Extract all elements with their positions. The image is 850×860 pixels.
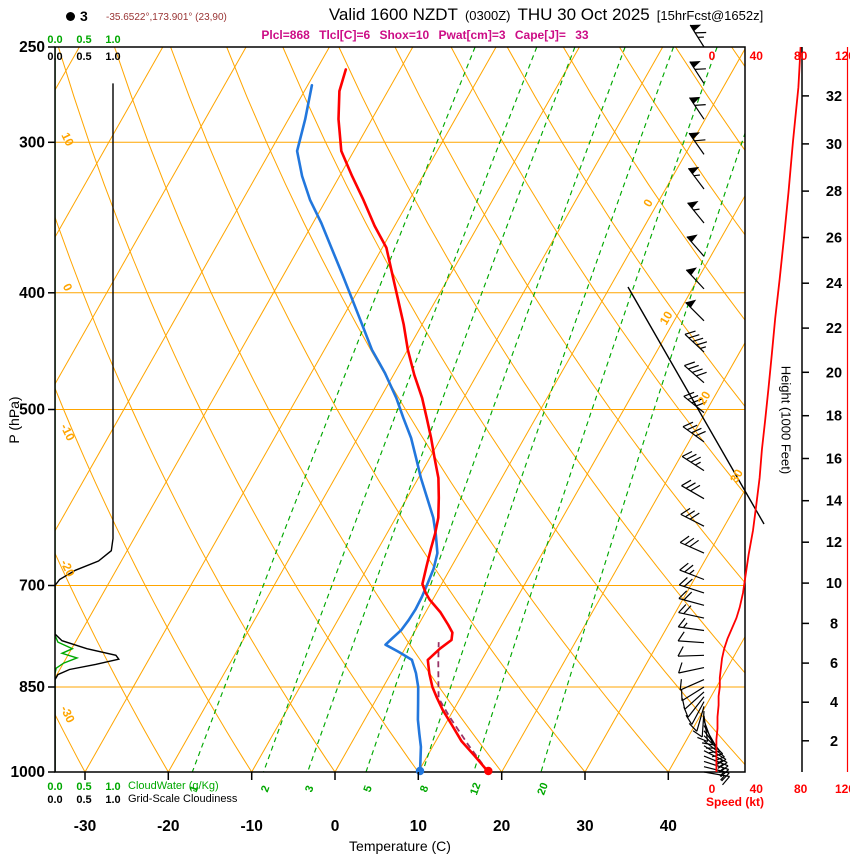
svg-text:4: 4 bbox=[830, 695, 838, 711]
axis-title-cloudwater: CloudWater (g/Kg) bbox=[128, 780, 219, 792]
svg-text:-20: -20 bbox=[58, 557, 78, 579]
svg-text:1000: 1000 bbox=[11, 764, 45, 781]
svg-text:1: 1 bbox=[188, 784, 201, 794]
svg-text:700: 700 bbox=[19, 577, 45, 594]
svg-text:-30: -30 bbox=[58, 703, 78, 725]
svg-text:80: 80 bbox=[794, 782, 808, 796]
svg-text:10: 10 bbox=[826, 576, 842, 592]
svg-text:2: 2 bbox=[259, 784, 272, 794]
svg-text:20: 20 bbox=[826, 365, 842, 381]
svg-text:30: 30 bbox=[826, 137, 842, 153]
svg-text:3: 3 bbox=[303, 784, 316, 794]
station-id: 3 bbox=[80, 8, 88, 24]
svg-text:0.0: 0.0 bbox=[47, 34, 62, 46]
valid-main: Valid 1600 NZDT bbox=[328, 5, 458, 24]
svg-text:30: 30 bbox=[727, 466, 746, 485]
svg-text:0: 0 bbox=[640, 196, 656, 209]
svg-text:0.5: 0.5 bbox=[76, 794, 91, 806]
axis-title-cloudiness: Grid-Scale Cloudiness bbox=[128, 793, 238, 805]
svg-text:8: 8 bbox=[418, 784, 431, 794]
svg-text:120: 120 bbox=[835, 49, 850, 63]
svg-text:0: 0 bbox=[331, 818, 340, 835]
svg-text:300: 300 bbox=[19, 134, 45, 151]
svg-text:0.0: 0.0 bbox=[47, 794, 62, 806]
svg-text:28: 28 bbox=[826, 184, 842, 200]
svg-text:12: 12 bbox=[826, 535, 842, 551]
svg-text:1.0: 1.0 bbox=[105, 781, 120, 793]
svg-text:5: 5 bbox=[362, 784, 375, 794]
svg-text:-10: -10 bbox=[240, 818, 262, 835]
station-marker: 3 bbox=[66, 8, 88, 24]
svg-text:20: 20 bbox=[493, 818, 510, 835]
svg-text:0: 0 bbox=[709, 49, 716, 63]
svg-text:18: 18 bbox=[826, 409, 842, 425]
svg-text:14: 14 bbox=[826, 494, 842, 510]
svg-text:20: 20 bbox=[535, 781, 550, 797]
svg-text:-20: -20 bbox=[157, 818, 179, 835]
svg-text:6: 6 bbox=[830, 656, 838, 672]
svg-text:10: 10 bbox=[410, 818, 427, 835]
svg-text:0.5: 0.5 bbox=[76, 781, 91, 793]
svg-text:250: 250 bbox=[19, 39, 45, 56]
svg-text:1.0: 1.0 bbox=[105, 34, 120, 46]
valid-time-title: Valid 1600 NZDT (0300Z) THU 30 Oct 2025 … bbox=[250, 5, 842, 25]
axis-title-speed: Speed (kt) bbox=[706, 795, 765, 809]
station-coords: -35.6522°,173.901° (23,90) bbox=[106, 12, 227, 23]
forecast-ref: [15hrFcst@1652z] bbox=[656, 8, 764, 23]
svg-text:0.5: 0.5 bbox=[76, 51, 91, 63]
svg-text:40: 40 bbox=[660, 818, 677, 835]
axis-title-pressure: P (hPa) bbox=[6, 396, 22, 444]
svg-text:850: 850 bbox=[19, 679, 45, 696]
svg-text:2: 2 bbox=[830, 734, 838, 750]
axis-title-height: Height (1000 Feet) bbox=[778, 365, 794, 475]
svg-text:26: 26 bbox=[826, 231, 842, 247]
svg-text:10: 10 bbox=[657, 308, 676, 327]
svg-text:-30: -30 bbox=[74, 818, 96, 835]
svg-text:0: 0 bbox=[709, 782, 716, 796]
svg-text:30: 30 bbox=[576, 818, 593, 835]
valid-zulu: (0300Z) bbox=[464, 8, 511, 23]
svg-text:0: 0 bbox=[60, 281, 76, 293]
svg-text:32: 32 bbox=[826, 89, 842, 105]
svg-text:0.0: 0.0 bbox=[47, 781, 62, 793]
svg-text:40: 40 bbox=[750, 782, 764, 796]
svg-text:10: 10 bbox=[58, 130, 77, 148]
svg-text:80: 80 bbox=[794, 49, 808, 63]
svg-text:1.0: 1.0 bbox=[105, 51, 120, 63]
svg-text:22: 22 bbox=[826, 321, 842, 337]
svg-text:1.0: 1.0 bbox=[105, 794, 120, 806]
svg-text:24: 24 bbox=[826, 276, 842, 292]
svg-text:0.5: 0.5 bbox=[76, 34, 91, 46]
svg-text:40: 40 bbox=[750, 49, 764, 63]
stability-indices: Plcl=868 Tlcl[C]=6 Shox=10 Pwat[cm]=3 Ca… bbox=[261, 28, 589, 42]
svg-text:0.0: 0.0 bbox=[47, 51, 62, 63]
station-dot-icon bbox=[66, 11, 75, 21]
svg-text:120: 120 bbox=[835, 782, 850, 796]
svg-text:16: 16 bbox=[826, 452, 842, 468]
svg-text:400: 400 bbox=[19, 285, 45, 302]
valid-date: THU 30 Oct 2025 bbox=[517, 5, 650, 24]
svg-text:8: 8 bbox=[830, 616, 838, 632]
svg-text:12: 12 bbox=[468, 781, 483, 797]
svg-text:20: 20 bbox=[695, 388, 714, 407]
svg-text:-10: -10 bbox=[58, 421, 78, 443]
svg-text:500: 500 bbox=[19, 402, 45, 419]
axis-title-temperature: Temperature (C) bbox=[349, 838, 451, 854]
